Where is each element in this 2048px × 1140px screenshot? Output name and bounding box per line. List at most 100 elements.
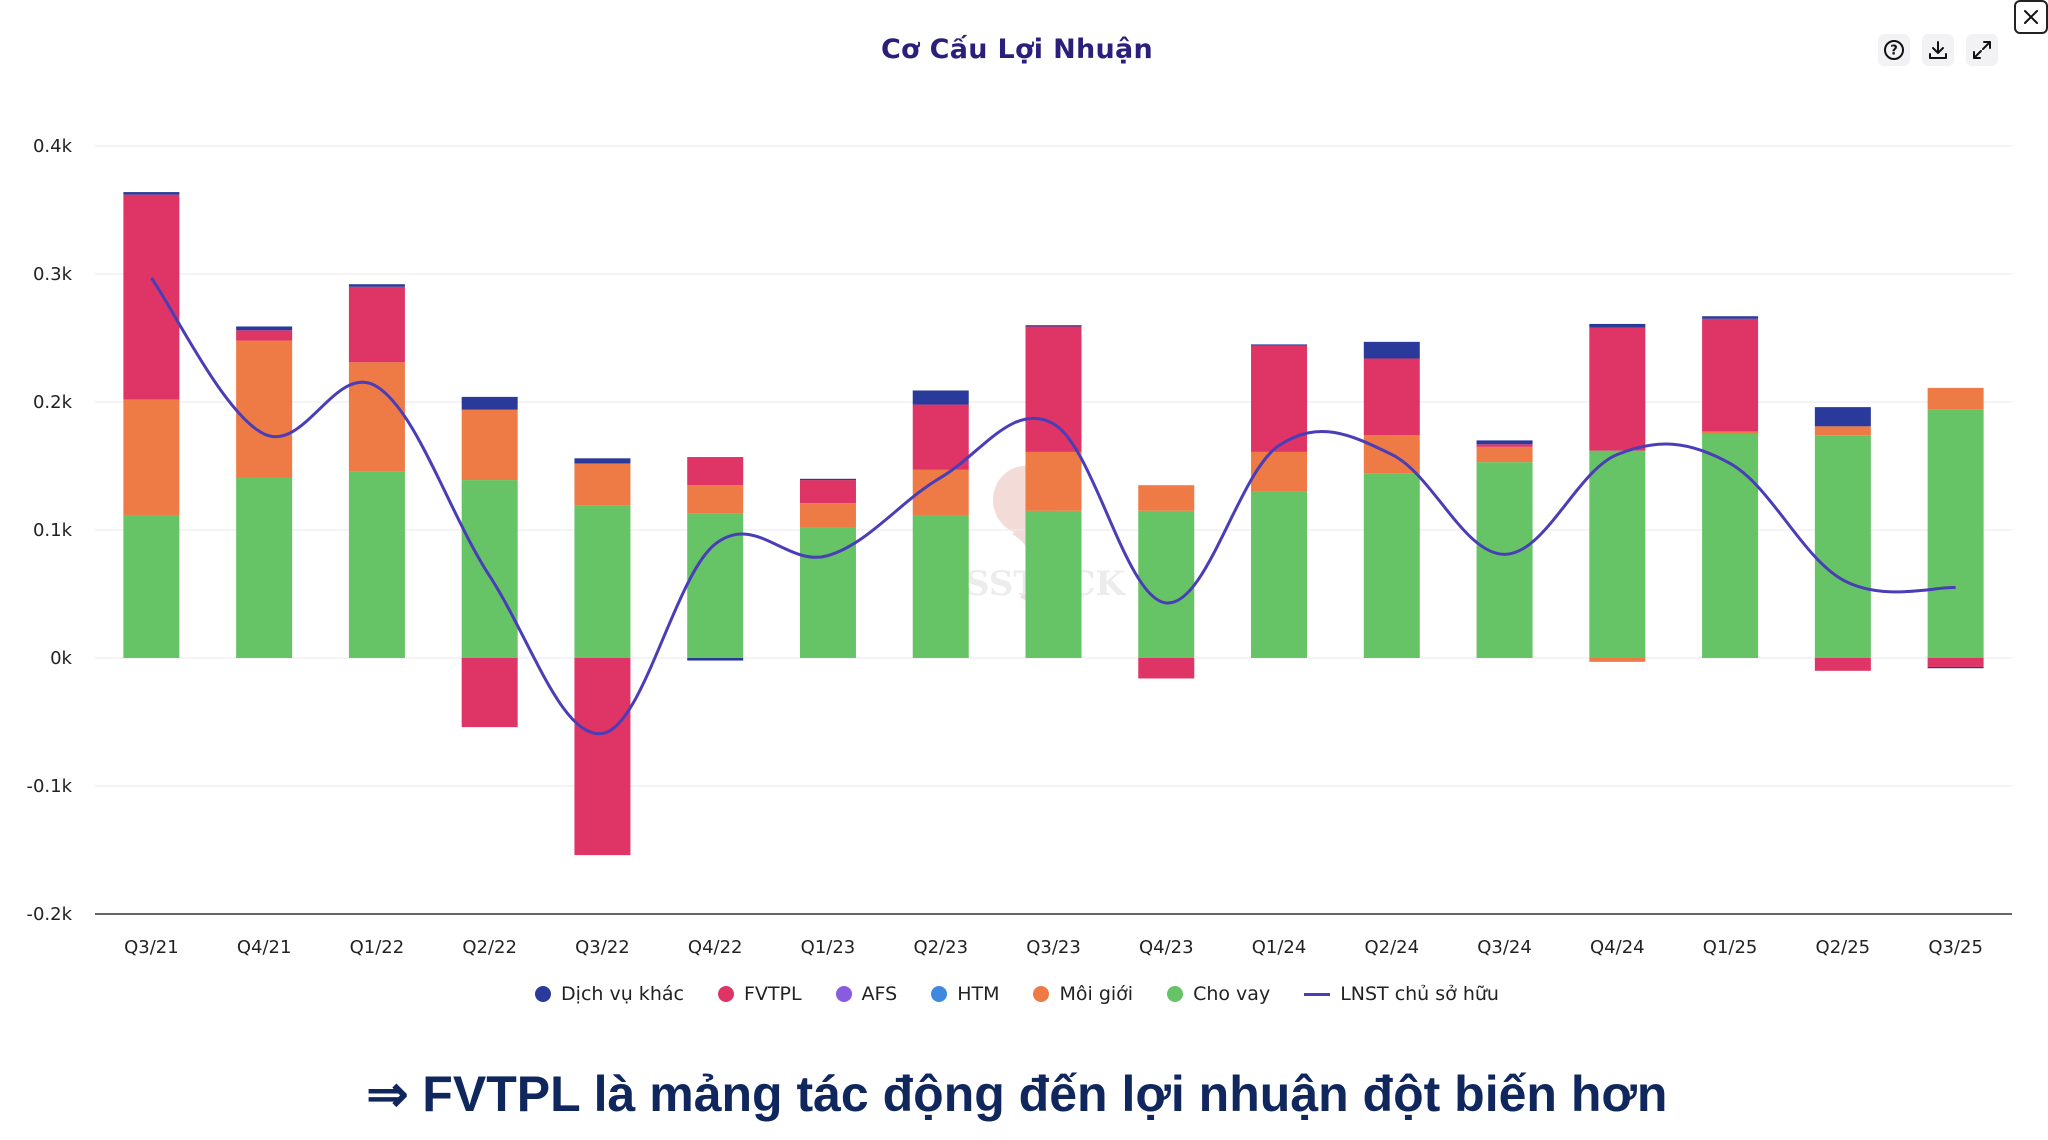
bar-segment xyxy=(1138,485,1195,511)
bar-segment xyxy=(1476,440,1533,445)
x-tick-label: Q4/21 xyxy=(237,937,292,958)
y-tick-label: 0.3k xyxy=(33,264,73,285)
chart-title: Cơ Cấu Lợi Nhuận xyxy=(880,34,1154,65)
bar-segment xyxy=(687,457,744,486)
x-tick-label: Q3/22 xyxy=(575,937,630,958)
bar-segment xyxy=(1251,344,1308,346)
x-tick-label: Q1/23 xyxy=(801,937,856,958)
legend-swatch xyxy=(535,986,552,1002)
legend-item[interactable]: FVTPL xyxy=(717,983,802,1005)
help-button[interactable]: ? xyxy=(1878,34,1910,66)
bar-segment xyxy=(574,458,631,464)
bar-segment xyxy=(461,396,518,410)
legend-item[interactable]: AFS xyxy=(835,983,897,1005)
bar-segment xyxy=(1927,666,1984,669)
bar-segment xyxy=(1702,434,1759,658)
legend-swatch xyxy=(931,986,948,1002)
y-tick-label: -0.1k xyxy=(26,776,72,797)
x-tick-label: Q3/24 xyxy=(1477,937,1532,958)
bar-segment xyxy=(1589,327,1646,451)
legend-item[interactable]: Dịch vụ khác xyxy=(535,983,684,1005)
bar-segment xyxy=(1814,658,1871,671)
bar-segment xyxy=(1363,358,1420,436)
expand-icon xyxy=(1973,41,1991,59)
chart-legend: Dịch vụ khác FVTPL AFS HTM Môi giới Cho vay LN… xyxy=(0,983,2034,1005)
bar-segment xyxy=(123,399,180,516)
legend-swatch xyxy=(1033,986,1050,1002)
bar-segment xyxy=(912,404,969,470)
bar-segment xyxy=(236,477,293,658)
bar-segment xyxy=(912,515,969,658)
bar-segment xyxy=(687,513,744,658)
bar-segment xyxy=(461,658,518,728)
legend-label: Môi giới xyxy=(1059,983,1134,1005)
bar-segment xyxy=(1138,510,1195,658)
bar-segment xyxy=(574,463,631,506)
bar-segment xyxy=(687,658,744,661)
bar-segment xyxy=(1025,326,1082,452)
x-tick-label: Q3/23 xyxy=(1026,937,1081,958)
bar-segment xyxy=(1251,451,1308,492)
x-tick-label: Q2/24 xyxy=(1364,937,1419,958)
legend-label: Dịch vụ khác xyxy=(561,983,684,1005)
y-tick-label: 0.4k xyxy=(33,136,73,157)
bar-segment xyxy=(1814,407,1871,427)
profit-structure-chart: -0.2k -0.1k 0k 0.1k 0.2k 0.3k 0.4k Q3/21 Q4/21 Q1… xyxy=(26,136,2012,958)
legend-label: FVTPL xyxy=(743,983,802,1005)
x-tick-label: Q3/21 xyxy=(124,937,179,958)
legend-item[interactable]: Môi giới xyxy=(1033,983,1133,1005)
close-button[interactable] xyxy=(2014,0,2048,34)
bar-segment xyxy=(1589,323,1646,328)
bar-segment xyxy=(1702,316,1759,319)
expand-button[interactable] xyxy=(1966,34,1998,66)
bar-segment xyxy=(461,409,518,481)
x-tick-label: Q4/24 xyxy=(1590,937,1645,958)
legend-swatch xyxy=(1167,986,1184,1002)
download-button[interactable] xyxy=(1922,34,1954,66)
bar-segment xyxy=(348,362,405,472)
x-tick-label: Q4/22 xyxy=(688,937,743,958)
legend-item[interactable]: LNST chủ sở hữu xyxy=(1304,983,1499,1005)
bar-segment xyxy=(1025,451,1082,511)
bar-segment xyxy=(1025,510,1082,658)
legend-swatch xyxy=(835,986,852,1002)
chart-toolbar: ? xyxy=(1878,34,1998,66)
bar-segment xyxy=(1814,435,1871,658)
bar-segment xyxy=(1363,473,1420,658)
x-tick-label: Q1/25 xyxy=(1703,937,1758,958)
bar-segment xyxy=(1589,450,1646,658)
bar-segment xyxy=(1476,462,1533,658)
x-tick-label: Q2/22 xyxy=(462,937,517,958)
legend-label: Cho vay xyxy=(1193,983,1271,1005)
y-tick-label: -0.2k xyxy=(26,904,72,925)
legend-item[interactable]: Cho vay xyxy=(1167,983,1270,1005)
legend-item[interactable]: HTM xyxy=(931,983,999,1005)
svg-text:?: ? xyxy=(1890,44,1898,59)
bar-segment xyxy=(1251,491,1308,658)
bar-segment xyxy=(1589,658,1646,662)
bar-segment xyxy=(799,480,856,504)
x-tick-label: Q2/25 xyxy=(1816,937,1871,958)
y-tick-label: 0.2k xyxy=(33,392,73,413)
bar-segment xyxy=(1138,658,1195,679)
close-icon xyxy=(2024,10,2038,24)
bar-segment xyxy=(912,390,969,405)
y-tick-label: 0k xyxy=(50,648,72,669)
x-tick-label: Q3/25 xyxy=(1928,937,1983,958)
x-tick-label: Q4/23 xyxy=(1139,937,1194,958)
bar-segment xyxy=(1363,341,1420,359)
bar-segment xyxy=(123,192,180,195)
legend-swatch xyxy=(717,986,734,1002)
bar-segment xyxy=(348,284,405,287)
bar-segment xyxy=(236,340,293,478)
bar-segment xyxy=(1927,658,1984,667)
bar-segment xyxy=(236,326,293,331)
bar-segment xyxy=(1476,446,1533,463)
legend-label: LNST chủ sở hữu xyxy=(1340,983,1499,1005)
bar-segment xyxy=(1025,325,1082,327)
bar-segment xyxy=(687,485,744,514)
legend-swatch xyxy=(1304,992,1331,996)
bar-segment xyxy=(1702,318,1759,432)
bar-segment xyxy=(1702,431,1759,434)
lnst-line xyxy=(150,276,1956,736)
